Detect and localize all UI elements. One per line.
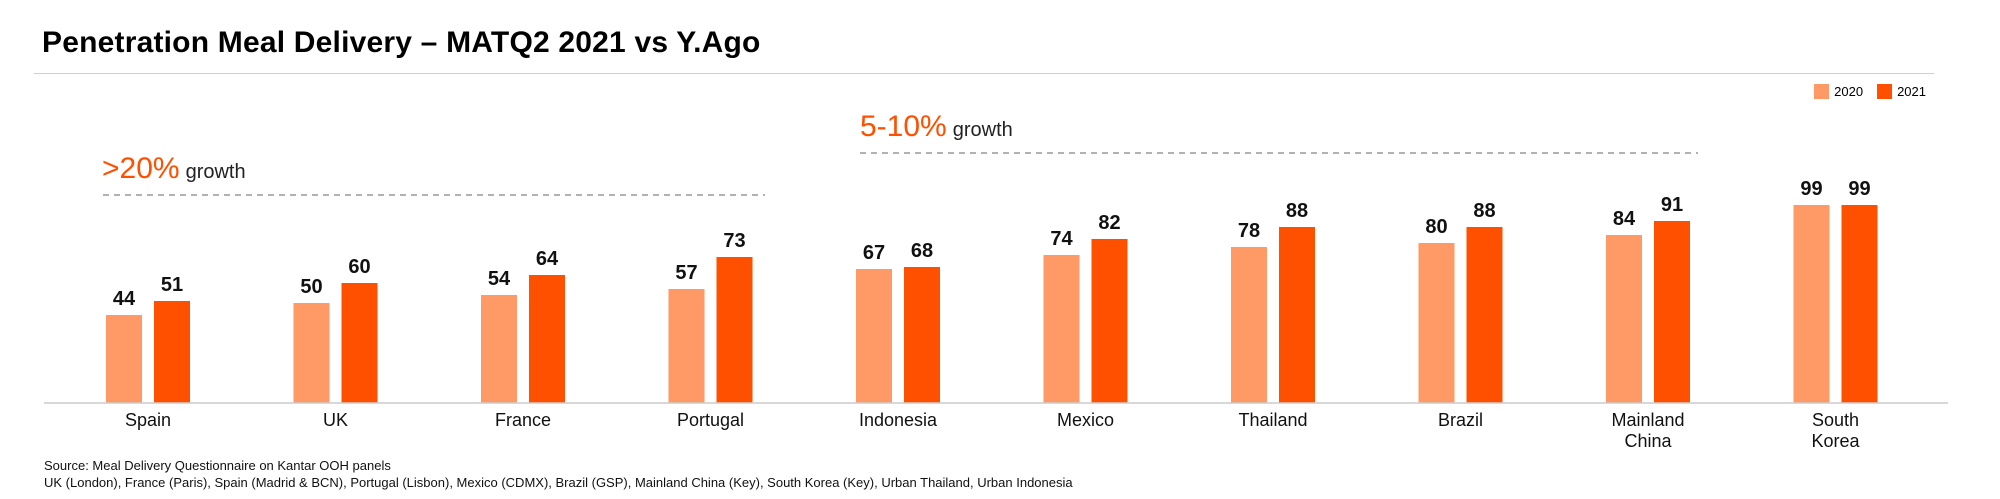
data-label-mexico-2020: 74 <box>1050 228 1073 250</box>
x-tick-label-indonesia: Indonesia <box>859 410 938 430</box>
data-label-brazil-2020: 80 <box>1425 216 1447 238</box>
legend-item-2021: 2021 <box>1877 84 1926 99</box>
source-note: Source: Meal Delivery Questionnaire on K… <box>44 457 1073 491</box>
bar-mainland-china-2021 <box>1654 221 1690 403</box>
x-tick-label-france: France <box>495 410 551 430</box>
callout-over-20-growth: >20% growth <box>102 152 246 186</box>
data-label-uk-2021: 60 <box>348 256 370 278</box>
x-tick-label-thailand: Thailand <box>1238 410 1307 430</box>
data-label-spain-2020: 44 <box>113 288 136 310</box>
x-tick-label-mexico: Mexico <box>1057 410 1114 430</box>
bar-france-2020 <box>481 295 517 403</box>
data-label-france-2020: 54 <box>488 268 511 290</box>
x-tick-label-brazil: Brazil <box>1438 410 1483 430</box>
data-label-portugal-2021: 73 <box>723 230 745 252</box>
data-label-thailand-2020: 78 <box>1238 220 1260 242</box>
bar-brazil-2020 <box>1418 243 1455 403</box>
data-label-indonesia-2020: 67 <box>863 242 885 264</box>
callout-label: growth <box>952 119 1013 141</box>
x-tick-label-mainland-china-line-2: China <box>1624 431 1672 451</box>
data-label-mainland-china-2021: 91 <box>1661 194 1683 216</box>
bar-thailand-2020 <box>1231 247 1267 403</box>
chart-title: Penetration Meal Delivery – MATQ2 2021 v… <box>42 26 761 59</box>
bar-spain-2020 <box>106 315 142 403</box>
source-line-1: Source: Meal Delivery Questionnaire on K… <box>44 458 391 473</box>
bar-mexico-2020 <box>1043 255 1080 403</box>
bar-south-korea-2021 <box>1841 205 1878 403</box>
data-label-south-korea-2021: 99 <box>1848 178 1870 200</box>
legend-label-2021: 2021 <box>1897 84 1926 99</box>
legend-item-2020: 2020 <box>1814 84 1863 99</box>
callout-value: >20% <box>102 152 180 185</box>
x-tick-label-south-korea-line-2: Korea <box>1811 431 1860 451</box>
x-tick-label-uk: UK <box>323 410 348 430</box>
chart-legend: 2020 2021 <box>1814 84 1926 99</box>
data-label-uk-2020: 50 <box>300 276 322 298</box>
data-label-thailand-2021: 88 <box>1286 200 1308 222</box>
bar-portugal-2020 <box>668 289 705 403</box>
callout-5-10-growth: 5-10% growth <box>860 110 1013 144</box>
data-label-south-korea-2020: 99 <box>1800 178 1822 200</box>
legend-swatch-2020 <box>1814 84 1830 99</box>
callout-value: 5-10% <box>860 110 947 143</box>
data-label-mainland-china-2020: 84 <box>1613 208 1636 230</box>
bar-brazil-2021 <box>1466 227 1503 403</box>
data-label-spain-2021: 51 <box>161 274 183 296</box>
bar-chart: 44 51 Spain 50 60 UK 54 64 France 57 73 Portugal 67 6… <box>44 152 1948 451</box>
bar-south-korea-2020 <box>1793 205 1830 403</box>
bar-mainland-china-2020 <box>1606 235 1642 403</box>
callout-label: growth <box>185 161 246 183</box>
data-label-france-2021: 64 <box>536 248 559 270</box>
bar-portugal-2021 <box>716 257 753 403</box>
bar-indonesia-2021 <box>904 267 940 403</box>
data-label-portugal-2020: 57 <box>675 262 697 284</box>
bar-indonesia-2020 <box>856 269 892 403</box>
bar-spain-2021 <box>154 301 190 403</box>
x-tick-label-south-korea-line-1: South <box>1812 410 1859 430</box>
bar-uk-2020 <box>293 303 330 403</box>
bar-france-2021 <box>529 275 565 403</box>
x-tick-label-mainland-china-line-1: Mainland <box>1611 410 1684 430</box>
title-divider <box>34 73 1934 74</box>
bar-thailand-2021 <box>1279 227 1315 403</box>
data-label-brazil-2021: 88 <box>1473 200 1495 222</box>
data-label-indonesia-2021: 68 <box>911 240 933 262</box>
bar-uk-2021 <box>341 283 378 403</box>
x-tick-label-portugal: Portugal <box>677 410 744 430</box>
data-label-mexico-2021: 82 <box>1098 212 1120 234</box>
x-tick-label-spain: Spain <box>125 410 171 430</box>
source-line-2: UK (London), France (Paris), Spain (Madr… <box>44 475 1073 490</box>
bar-mexico-2021 <box>1091 239 1128 403</box>
legend-swatch-2021 <box>1877 84 1893 99</box>
legend-label-2020: 2020 <box>1834 84 1864 99</box>
